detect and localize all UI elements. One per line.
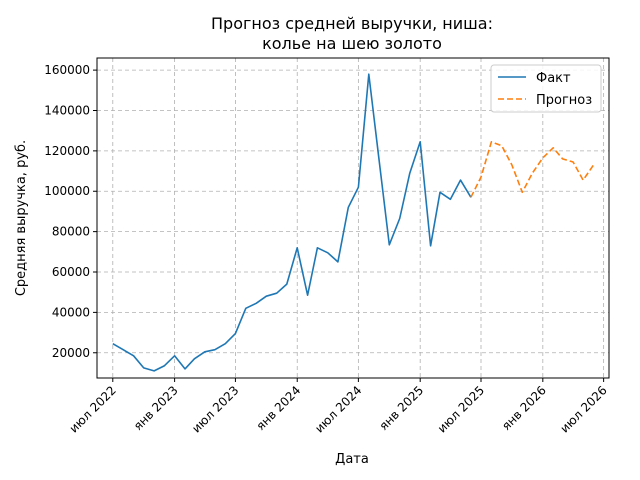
x-tick-label: июл 2025 bbox=[435, 383, 487, 435]
x-axis: июл 2022 янв 2023 июл 2023 янв 2024 июл 2024… bbox=[67, 378, 610, 436]
y-tick-label: 160000 bbox=[44, 63, 90, 77]
x-tick-label: янв 2024 bbox=[254, 383, 304, 433]
chart-title-line: колье на шею золото bbox=[262, 34, 442, 53]
y-tick-label: 80000 bbox=[52, 225, 90, 239]
series-line-forecast bbox=[470, 141, 595, 198]
y-axis-label: Средняя выручка, руб. bbox=[14, 140, 29, 296]
x-tick-label: июл 2022 bbox=[67, 383, 119, 435]
x-tick-label: июл 2026 bbox=[557, 383, 609, 435]
y-tick-label: 140000 bbox=[44, 103, 90, 117]
legend: Факт Прогноз bbox=[490, 64, 602, 113]
y-axis: 20000 40000 60000 80000 100000 120000 140000 16… bbox=[44, 63, 97, 360]
chart-title-line: Прогноз средней выручки, ниша: bbox=[211, 14, 493, 33]
y-tick-label: 120000 bbox=[44, 144, 90, 158]
x-tick-label: янв 2026 bbox=[499, 383, 549, 433]
series-line-fact bbox=[112, 73, 472, 372]
plot-frame bbox=[96, 57, 610, 379]
grid bbox=[97, 58, 609, 378]
legend-label: Прогноз bbox=[536, 93, 592, 108]
y-tick-label: 100000 bbox=[44, 184, 90, 198]
y-tick-label: 60000 bbox=[52, 265, 90, 279]
series-group bbox=[112, 73, 595, 372]
x-tick-label: янв 2023 bbox=[131, 383, 181, 433]
chart-title: Прогноз средней выручки, ниша: колье на ш… bbox=[211, 14, 493, 53]
x-tick-label: июл 2023 bbox=[189, 383, 241, 435]
x-tick-label: янв 2025 bbox=[376, 383, 426, 433]
y-tick-label: 20000 bbox=[52, 346, 90, 360]
legend-label: Факт bbox=[536, 71, 571, 86]
x-axis-label: Дата bbox=[335, 452, 369, 467]
x-tick-label: июл 2024 bbox=[312, 383, 364, 435]
y-tick-label: 40000 bbox=[52, 305, 90, 319]
